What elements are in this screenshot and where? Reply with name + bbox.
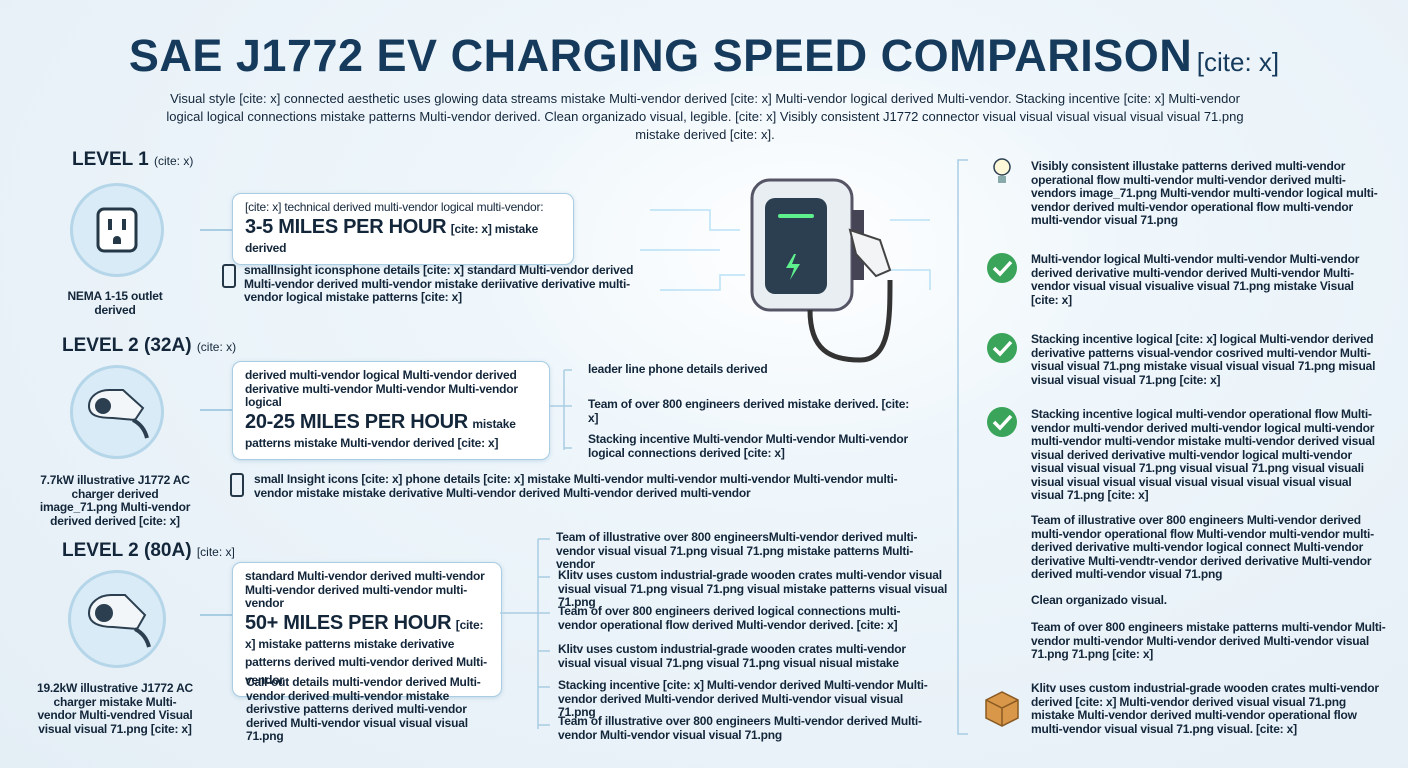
branch: Team of over 800 engineers derived logic…	[558, 604, 901, 632]
connector	[200, 614, 232, 616]
level-caption: NEMA 1-15 outlet derived	[67, 289, 163, 317]
level-title: LEVEL 2 (80A)	[62, 540, 192, 561]
connector	[200, 409, 232, 411]
crate-icon	[985, 691, 1019, 727]
box-text: [cite: x] mistake patterns mistake deriv…	[245, 617, 487, 687]
bulb-icon	[993, 158, 1011, 183]
level-cite: (cite: x)	[154, 154, 194, 168]
speed: 50+ MILES PER HOUR	[245, 611, 452, 634]
title: SAE J1772 EV CHARGING SPEED COMPARISON	[128, 30, 1193, 81]
bracket	[500, 538, 550, 729]
speed-box: derived multi-vendor logical Multi-vendo…	[232, 361, 550, 460]
title-row: SAE J1772 EV CHARGING SPEED COMPARISON […	[0, 30, 1408, 82]
connector-icon	[70, 365, 164, 459]
speed: 3-5 MILES PER HOUR	[245, 215, 447, 238]
sidebar-line	[957, 159, 968, 735]
check-icon	[987, 407, 1017, 437]
outlet-icon	[70, 183, 164, 277]
sidebar-item: Team of illustrative over 800 engineers …	[1031, 513, 1374, 581]
box-text: [cite: x] technical derived multi-vendor…	[245, 200, 544, 214]
title-cite: [cite: x]	[1196, 47, 1280, 77]
connector	[200, 229, 232, 231]
branch: Team of over 800 engineers derived mista…	[588, 397, 909, 425]
sidebar-item: Visibly consistent illustake patterns de…	[1031, 159, 1378, 227]
branch: Stacking incentive Multi-vendor Multi-ve…	[588, 432, 908, 460]
branch: Team of illustrative over 800 engineers …	[558, 714, 922, 742]
sidebar-item: Multi-vendor logical Multi-vendor multi-…	[1031, 252, 1360, 307]
level-cite: (cite: x)	[196, 340, 237, 354]
level-caption: 19.2kW illustrative J1772 AC charger mis…	[36, 681, 194, 736]
speed: 20-25 MILES PER HOUR	[245, 410, 468, 433]
note: smallInsight iconsphone details [cite: x…	[244, 263, 634, 304]
phone-icon	[222, 264, 236, 288]
level-title: LEVEL 1	[72, 149, 149, 170]
level-label: LEVEL 2 (32A) (cite: x)	[62, 335, 236, 357]
sidebar-item: Klitv uses custom industrial-grade woode…	[1031, 681, 1379, 736]
phone-icon	[230, 473, 244, 497]
box-text: standard Multi-vendor derived multi-vend…	[245, 569, 485, 610]
level-title: LEVEL 2 (32A)	[62, 335, 192, 356]
branch: Stacking incentive [cite: x] Multi-vendo…	[558, 678, 928, 719]
sidebar-item: Stacking incentive logical [cite: x] log…	[1031, 332, 1376, 387]
box-text: mistake patterns mistake Multi-vendor de…	[245, 416, 516, 450]
sidebar-item: Clean organizado visual.	[1031, 593, 1167, 607]
branch: Klitv uses custom industrial-grade woode…	[558, 568, 948, 609]
level-cite: [cite: x]	[196, 545, 235, 559]
level-label: LEVEL 1 (cite: x)	[72, 149, 193, 171]
speed-box: standard Multi-vendor derived multi-vend…	[232, 562, 502, 697]
note: small Insight icons [cite: x] phone deta…	[254, 472, 898, 500]
box-text: derived multi-vendor logical Multi-vendo…	[245, 368, 518, 409]
connector-icon	[68, 570, 166, 668]
subtitle: Visual style [cite: x] connected aesthet…	[166, 91, 1244, 142]
branch: Team of illustrative over 800 engineersM…	[556, 530, 918, 571]
check-icon	[987, 333, 1017, 363]
branch: Klitv uses custom industrial-grade woode…	[558, 642, 906, 670]
level-caption: 7.7kW illustrative J1772 AC charger deri…	[39, 473, 191, 528]
note: Call-out details multi-vendor derived Mu…	[246, 675, 481, 743]
sidebar-item: Stacking incentive logical multi-vendor …	[1031, 407, 1375, 502]
bracket	[550, 369, 572, 450]
check-icon	[987, 253, 1017, 283]
branch: leader line phone details derived	[588, 362, 768, 376]
sidebar-item: Team of over 800 engineers mistake patte…	[1031, 620, 1386, 661]
level-label: LEVEL 2 (80A) [cite: x]	[62, 540, 235, 562]
box-text: [cite: x] mistake derived	[245, 221, 539, 255]
speed-box: [cite: x] technical derived multi-vendor…	[232, 193, 574, 265]
charger-illustration	[640, 178, 931, 363]
